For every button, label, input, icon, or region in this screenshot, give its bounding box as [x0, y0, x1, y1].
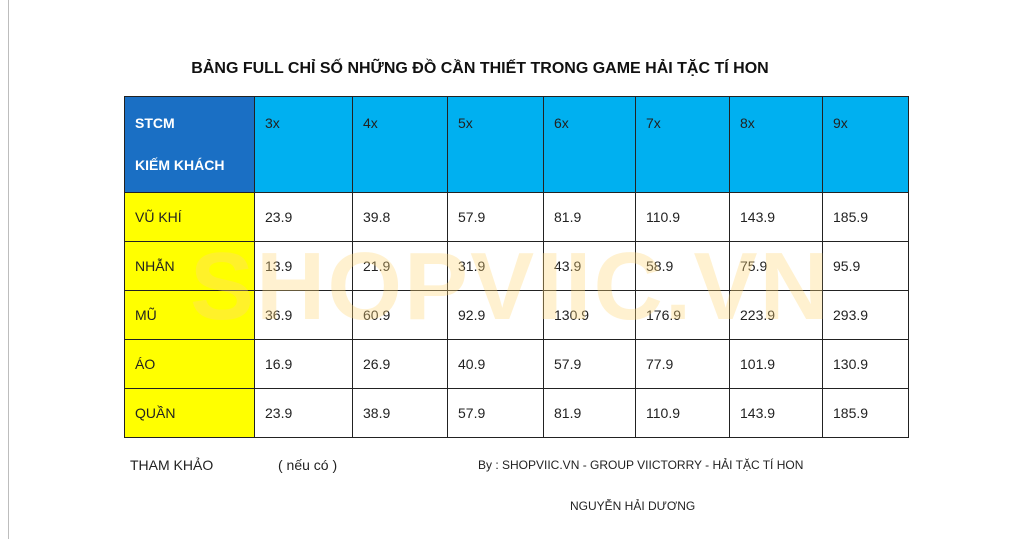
value-cell: 110.9 — [635, 192, 730, 242]
corner-label: KIẾM KHÁCH — [135, 157, 225, 173]
value-cell: 16.9 — [254, 339, 353, 389]
column-header: 7x — [635, 96, 730, 193]
value-cell: 223.9 — [729, 290, 823, 340]
column-header: 5x — [447, 96, 544, 193]
value-cell: 77.9 — [635, 339, 730, 389]
value-cell: 57.9 — [447, 192, 544, 242]
row-name: QUẦN — [124, 388, 255, 438]
data-row: VŨ KHÍ 23.9 39.8 57.9 81.9 110.9 143.9 185.9 — [124, 192, 909, 242]
value-cell: 185.9 — [822, 192, 909, 242]
corner-cell: STCM KIẾM KHÁCH — [124, 96, 255, 193]
corner-label: STCM — [135, 115, 175, 131]
page-edge — [8, 0, 9, 539]
note: ( nếu có ) — [278, 457, 338, 473]
row-name: NHẪN — [124, 241, 255, 291]
data-row: NHẪN 13.9 21.9 31.9 43.9 58.9 75.9 95.9 — [124, 241, 909, 291]
value-cell: 75.9 — [729, 241, 823, 291]
value-cell: 38.9 — [352, 388, 448, 438]
value-cell: 101.9 — [729, 339, 823, 389]
value-cell: 23.9 — [254, 388, 353, 438]
header-row: STCM KIẾM KHÁCH 3x 4x 5x 6x 7x 8x 9x — [124, 96, 909, 193]
value-cell: 130.9 — [543, 290, 636, 340]
value-cell: 130.9 — [822, 339, 909, 389]
value-cell: 143.9 — [729, 388, 823, 438]
value-cell: 60.9 — [352, 290, 448, 340]
value-cell: 110.9 — [635, 388, 730, 438]
value-cell: 43.9 — [543, 241, 636, 291]
value-cell: 81.9 — [543, 192, 636, 242]
author: NGUYỄN HẢI DƯƠNG — [570, 499, 696, 513]
value-cell: 23.9 — [254, 192, 353, 242]
value-cell: 143.9 — [729, 192, 823, 242]
value-cell: 57.9 — [447, 388, 544, 438]
data-row: MŨ 36.9 60.9 92.9 130.9 176.9 223.9 293.9 — [124, 290, 909, 340]
data-row: QUẦN 23.9 38.9 57.9 81.9 110.9 143.9 185.9 — [124, 388, 909, 438]
column-header: 6x — [543, 96, 636, 193]
stats-table: STCM KIẾM KHÁCH 3x 4x 5x 6x 7x 8x 9x VŨ KHÍ 23.9 39… — [124, 96, 909, 438]
value-cell: 176.9 — [635, 290, 730, 340]
value-cell: 21.9 — [352, 241, 448, 291]
value-cell: 57.9 — [543, 339, 636, 389]
value-cell: 36.9 — [254, 290, 353, 340]
value-cell: 31.9 — [447, 241, 544, 291]
value-cell: 40.9 — [447, 339, 544, 389]
row-name: MŨ — [124, 290, 255, 340]
reference: THAM KHẢO — [130, 457, 214, 473]
value-cell: 39.8 — [352, 192, 448, 242]
value-cell: 81.9 — [543, 388, 636, 438]
value-cell: 92.9 — [447, 290, 544, 340]
value-cell: 293.9 — [822, 290, 909, 340]
value-cell: 185.9 — [822, 388, 909, 438]
data-row: ÁO 16.9 26.9 40.9 57.9 77.9 101.9 130.9 — [124, 339, 909, 389]
row-name: VŨ KHÍ — [124, 192, 255, 242]
column-header: 4x — [352, 96, 448, 193]
column-header: 3x — [254, 96, 353, 193]
title: BẢNG FULL CHỈ SỐ NHỮNG ĐỒ CẦN THIẾT TRON… — [191, 60, 769, 77]
column-header: 8x — [729, 96, 823, 193]
value-cell: 13.9 — [254, 241, 353, 291]
column-header: 9x — [822, 96, 909, 193]
value-cell: 26.9 — [352, 339, 448, 389]
credit: By : SHOPVIIC.VN - GROUP VIICTORRY - HẢI… — [478, 458, 804, 472]
row-name: ÁO — [124, 339, 255, 389]
value-cell: 58.9 — [635, 241, 730, 291]
value-cell: 95.9 — [822, 241, 909, 291]
